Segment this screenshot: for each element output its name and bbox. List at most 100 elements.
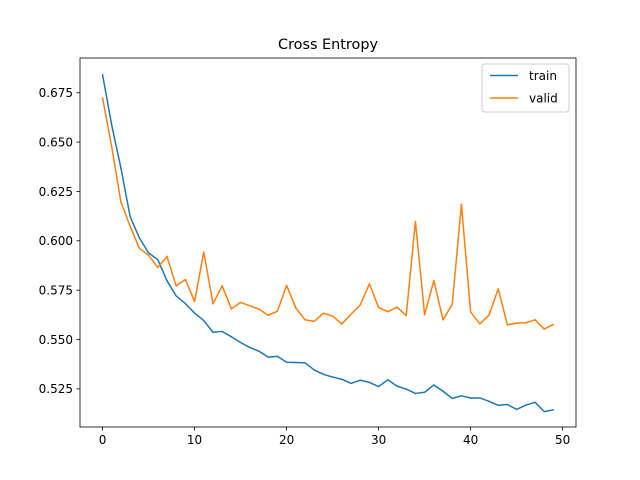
y-tick-label: 0.650 (39, 135, 73, 149)
data-point-valid (212, 303, 214, 305)
data-point-train (184, 302, 187, 305)
data-point-train (359, 379, 361, 381)
x-tick-label: 10 (187, 433, 202, 447)
data-point-valid (258, 308, 260, 310)
data-point-valid (469, 311, 472, 313)
data-point-valid (239, 301, 242, 304)
x-axis-ticks: 0 10 20 30 40 50 (99, 427, 570, 447)
data-point-valid (304, 319, 306, 321)
data-point-valid (460, 203, 463, 206)
data-point-train (267, 356, 269, 358)
data-point-train (147, 252, 150, 254)
x-tick-label: 40 (463, 433, 478, 447)
data-point-valid (442, 319, 444, 321)
data-point-valid (203, 251, 205, 253)
data-point-valid (359, 304, 361, 306)
chart-title: Cross Entropy (278, 37, 378, 53)
data-point-train (276, 355, 279, 358)
y-axis-ticks: 0.525 0.550 0.575 0.600 0.625 0.650 0.675 (39, 86, 80, 396)
data-point-valid (497, 288, 499, 290)
data-point-valid (387, 310, 389, 313)
data-point-train (295, 361, 297, 364)
data-point-train (469, 397, 472, 399)
data-point-train (249, 346, 251, 349)
data-point-train (433, 384, 435, 386)
data-point-train (442, 390, 444, 393)
data-point-valid (341, 323, 343, 325)
data-point-train (101, 73, 104, 76)
data-point-train (525, 404, 527, 406)
data-point-valid (111, 146, 113, 148)
y-tick-label: 0.625 (39, 185, 73, 199)
data-point-train (193, 312, 196, 314)
data-point-valid (120, 201, 122, 203)
data-point-train (212, 331, 214, 333)
data-point-train (304, 362, 306, 364)
data-point-train (377, 385, 380, 388)
legend-label-valid: valid (529, 92, 558, 106)
series-line-train (101, 74, 554, 413)
data-point-train (423, 391, 426, 393)
data-point-valid (451, 303, 453, 306)
data-point-train (497, 404, 499, 407)
data-point-valid (193, 300, 196, 303)
y-tick-label: 0.525 (39, 382, 73, 396)
data-point-train (414, 392, 417, 395)
data-point-train (506, 403, 509, 406)
data-point-train (120, 167, 122, 169)
data-point-train (405, 388, 407, 390)
data-point-train (387, 379, 389, 381)
data-point-valid (166, 255, 168, 258)
data-point-valid (249, 305, 251, 307)
data-point-valid (368, 283, 371, 285)
data-point-train (175, 295, 177, 297)
data-point-train (221, 330, 223, 333)
data-point-valid (276, 310, 279, 313)
data-point-valid (543, 328, 545, 330)
data-point-valid (175, 285, 177, 287)
data-point-train (166, 279, 168, 282)
legend-label-train: train (529, 69, 557, 83)
data-point-valid (534, 319, 536, 321)
data-point-valid (552, 323, 555, 326)
data-point-train (460, 395, 463, 397)
data-point-train (129, 215, 131, 218)
y-tick-label: 0.675 (39, 86, 73, 100)
series-layer (101, 73, 555, 413)
x-tick-label: 50 (555, 433, 570, 447)
data-point-train (515, 408, 518, 411)
data-point-train (396, 385, 398, 387)
data-point-train (313, 369, 315, 371)
data-point-valid (313, 320, 315, 323)
data-point-train (479, 397, 481, 399)
data-point-train (230, 336, 233, 338)
data-point-valid (515, 322, 518, 324)
data-point-valid (157, 266, 159, 269)
data-point-valid (396, 306, 398, 308)
data-point-valid (101, 97, 104, 99)
data-point-train (138, 237, 141, 239)
data-point-valid (479, 323, 481, 325)
data-point-valid (350, 313, 352, 316)
legend: train valid (481, 63, 570, 113)
data-point-train (341, 378, 343, 380)
data-point-valid (129, 225, 131, 227)
x-tick-label: 30 (371, 433, 386, 447)
data-point-train (488, 400, 490, 403)
y-tick-label: 0.550 (39, 333, 73, 347)
data-point-train (350, 382, 352, 385)
data-point-train (111, 124, 113, 127)
data-point-valid (506, 324, 509, 326)
y-tick-label: 0.575 (39, 283, 73, 297)
data-point-valid (331, 315, 334, 317)
series-line-valid (101, 97, 554, 330)
data-point-train (534, 401, 536, 404)
data-point-valid (285, 284, 288, 287)
data-point-train (331, 376, 334, 378)
data-point-valid (295, 307, 297, 309)
data-point-train (258, 350, 260, 352)
data-point-valid (488, 314, 490, 316)
data-point-valid (322, 312, 325, 315)
plot-area-frame (79, 57, 577, 428)
